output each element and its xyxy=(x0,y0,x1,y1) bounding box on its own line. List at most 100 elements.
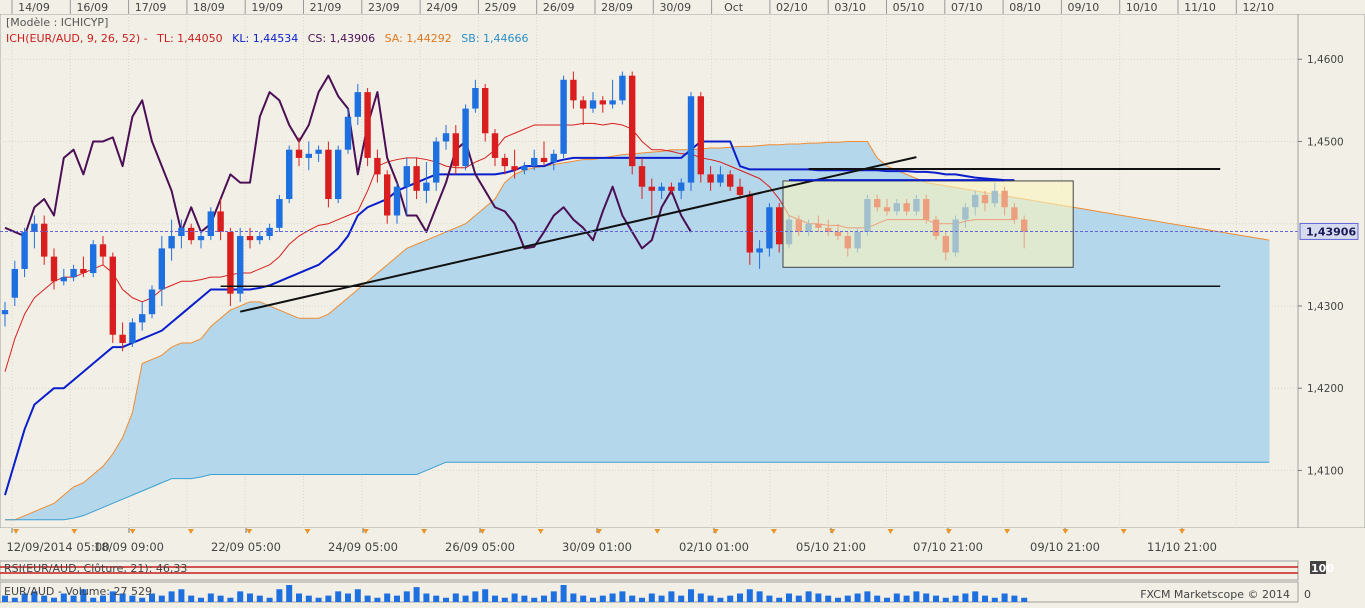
cloud-segment xyxy=(622,153,633,463)
volume-bar xyxy=(658,595,665,602)
candle-body xyxy=(707,174,714,183)
candle-body xyxy=(286,149,293,200)
candle-body xyxy=(609,100,616,105)
volume-bar xyxy=(266,597,273,602)
period-marker xyxy=(479,529,486,534)
cloud-segment xyxy=(720,146,731,463)
candle-body xyxy=(21,231,28,269)
top-date-label: 23/09 xyxy=(368,1,400,14)
volume-bar xyxy=(590,597,596,602)
cloud-segment xyxy=(396,247,408,475)
senkou-span-b-line xyxy=(5,461,1270,521)
volume-bar xyxy=(403,591,410,602)
candle-body xyxy=(158,248,165,290)
volume-bar xyxy=(933,595,939,602)
time-tick-label: 18/09 09:00 xyxy=(94,540,164,554)
candle-body xyxy=(638,166,646,187)
volume-bar xyxy=(531,597,538,602)
current-price-badge xyxy=(1299,222,1359,240)
cloud-segment xyxy=(1112,213,1123,463)
candle-body xyxy=(266,227,273,237)
volume-bar xyxy=(844,595,851,602)
volume-bar xyxy=(550,591,557,602)
cloud-segment xyxy=(171,342,182,479)
volume-bar xyxy=(854,593,861,602)
volume-bar xyxy=(158,595,165,602)
volume-bar xyxy=(70,595,77,602)
cloud-segment xyxy=(1131,216,1143,463)
candle-body xyxy=(11,268,18,298)
volume-bar xyxy=(168,591,175,602)
candle-body xyxy=(335,149,342,200)
volume-bar xyxy=(629,595,636,602)
candle-body xyxy=(50,256,58,282)
volume-bar xyxy=(100,595,106,602)
volume-bar xyxy=(276,589,283,602)
cloud-segment xyxy=(269,305,280,475)
volume-bar xyxy=(717,597,724,602)
time-tick-label: 02/10 01:00 xyxy=(679,540,749,554)
volume-bar xyxy=(364,595,371,602)
candle-body xyxy=(491,133,499,158)
cloud-segment xyxy=(1092,210,1103,463)
sa-value: SA: 1,44292 xyxy=(384,32,452,45)
volume-bar xyxy=(296,593,302,602)
candle-body xyxy=(746,194,753,253)
volume-bar xyxy=(1001,593,1008,602)
time-tick-label: 24/09 05:00 xyxy=(328,540,398,554)
volume-bar xyxy=(795,595,802,602)
time-tick-label: 09/10 21:00 xyxy=(1030,540,1100,554)
period-marker xyxy=(187,529,194,534)
volume-bar xyxy=(874,595,881,602)
volume-bar xyxy=(149,593,155,602)
cloud-segment xyxy=(573,159,584,463)
candle-body xyxy=(217,211,224,232)
volume-bar xyxy=(697,593,704,602)
top-date-label: 16/09 xyxy=(76,1,108,14)
top-date-label: 30/09 xyxy=(659,1,691,14)
candle-body xyxy=(736,186,744,195)
volume-bar xyxy=(452,593,459,602)
period-marker xyxy=(770,529,777,534)
volume-bar xyxy=(413,587,420,602)
candle-body xyxy=(442,133,450,142)
volume-bar xyxy=(286,585,293,602)
top-date-label: 21/09 xyxy=(310,1,342,14)
volume-bar xyxy=(619,591,626,602)
top-date-label: 24/09 xyxy=(426,1,458,14)
cloud-segment xyxy=(230,305,241,475)
candle-body xyxy=(344,116,352,150)
cloud-segment xyxy=(1219,231,1231,463)
cloud-segment xyxy=(181,342,192,479)
indicator-info: ICH(EUR/AUD, 9, 26, 52) - TL: 1,44050 KL… xyxy=(6,32,529,45)
volume-bar xyxy=(737,593,743,602)
candle-body xyxy=(119,334,126,343)
candle-body xyxy=(1,310,9,315)
volume-bar xyxy=(501,597,508,602)
volume-bar xyxy=(433,595,440,602)
candle-body xyxy=(70,268,77,278)
kl-value: KL: 1,44534 xyxy=(232,32,299,45)
candle-body xyxy=(482,88,489,134)
candle-body xyxy=(354,92,361,117)
candle-body xyxy=(629,75,636,167)
top-date-label: 11/10 xyxy=(1184,1,1216,14)
indicator-name: ICH(EUR/AUD, 9, 26, 52) - xyxy=(6,32,148,45)
cloud-segment xyxy=(259,301,270,475)
candle-body xyxy=(727,174,734,187)
candle-body xyxy=(501,157,508,167)
cloud-segment xyxy=(141,358,153,492)
price-axis xyxy=(1297,13,1365,529)
volume-bar xyxy=(1011,595,1018,602)
cloud-segment xyxy=(700,147,711,463)
volume-bar xyxy=(90,597,97,602)
cloud-segment xyxy=(484,198,496,463)
candle-body xyxy=(80,268,87,274)
cloud-segment xyxy=(524,167,535,463)
period-marker xyxy=(1004,529,1011,534)
candle-body xyxy=(237,236,244,294)
cloud-segment xyxy=(357,280,368,475)
cloud-segment xyxy=(1170,223,1182,463)
candle-body xyxy=(188,227,195,241)
cloud-segment xyxy=(377,264,388,475)
